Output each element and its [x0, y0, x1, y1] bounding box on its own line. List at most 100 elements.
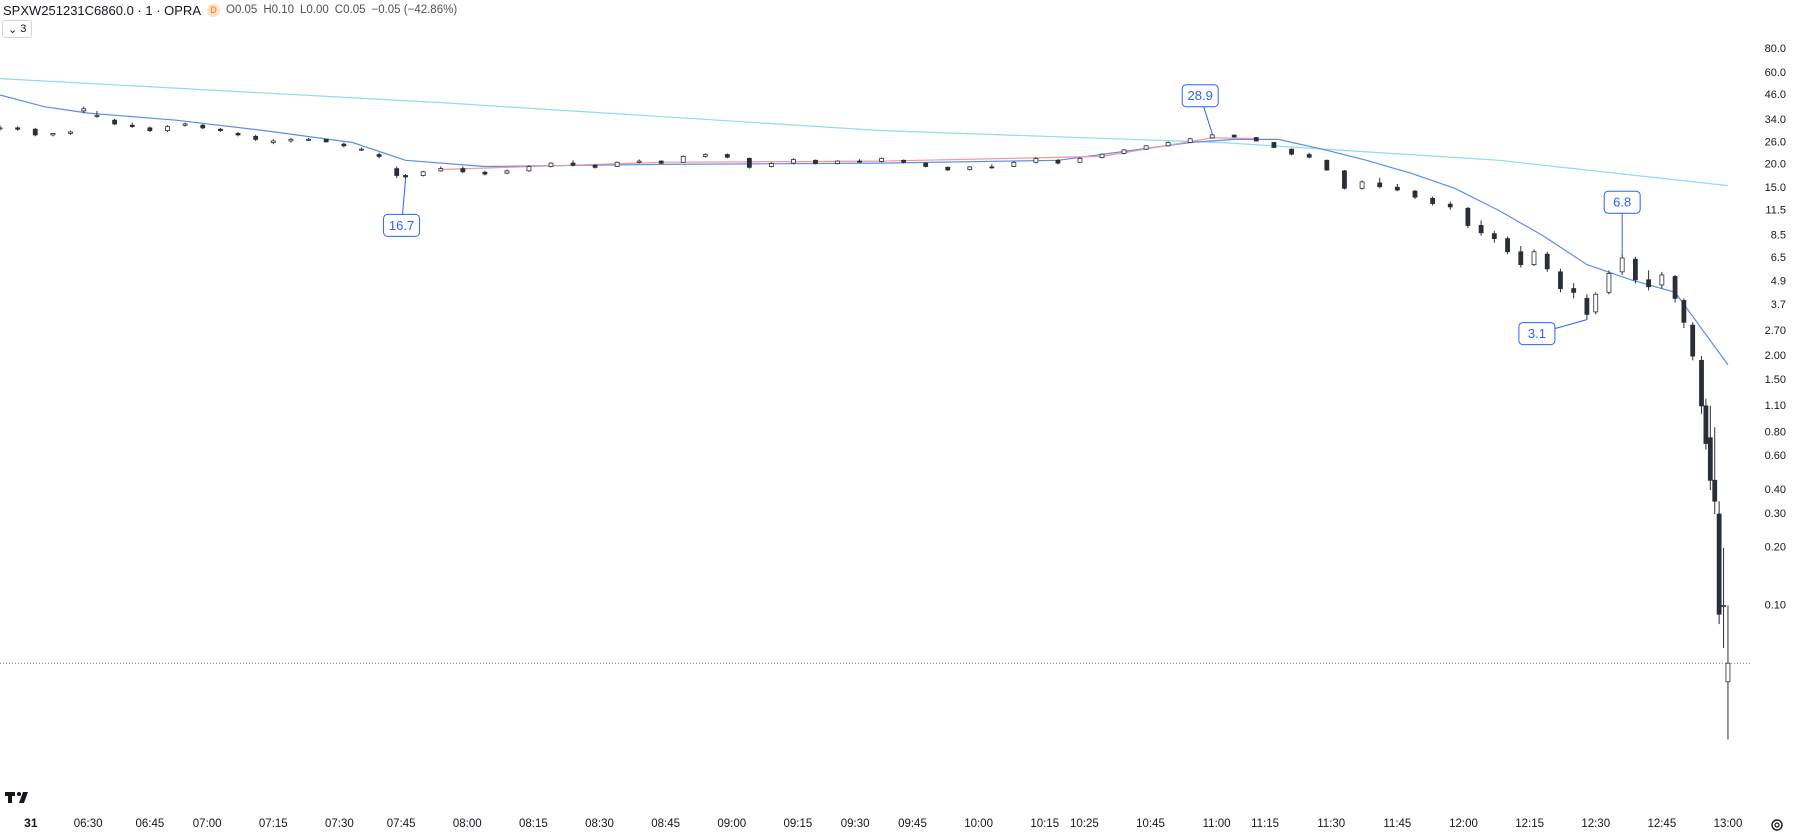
x-tick-label: 06:45: [135, 818, 164, 830]
candle-body: [1394, 186, 1400, 191]
candle-body: [746, 157, 752, 168]
candle-body: [813, 159, 818, 164]
callout-box: [383, 213, 421, 237]
x-tick-label: 09:00: [717, 818, 746, 830]
y-tick-label: 8.5: [1771, 230, 1786, 242]
x-tick-label: 08:30: [585, 818, 614, 830]
symbol: SPXW251231C6860.0 · 1 · OPRA: [3, 2, 201, 18]
x-tick-label: 09:15: [783, 818, 812, 830]
candle-body: [1544, 253, 1550, 270]
candle-body: [1447, 203, 1453, 208]
candle-body: [1725, 662, 1731, 683]
x-tick-label: 12:45: [1647, 818, 1676, 830]
candle-body: [200, 124, 206, 129]
candle-body: [989, 166, 995, 169]
x-tick-label: 10:00: [964, 818, 993, 830]
y-tick-label: 0.80: [1765, 426, 1786, 438]
candle-body: [1505, 238, 1510, 253]
candle-body: [1253, 137, 1259, 142]
candle-body: [1659, 274, 1665, 286]
candle-body: [1187, 138, 1193, 143]
candle-body: [1143, 145, 1149, 150]
candle-body: [1584, 297, 1590, 315]
callout-label: 16.7: [389, 218, 414, 233]
settings-icon[interactable]: [1771, 819, 1783, 831]
candle-body: [323, 138, 329, 143]
candle-body: [636, 160, 642, 163]
candle-body: [504, 170, 510, 174]
candle-body: [81, 108, 87, 112]
x-tick-label: 07:00: [193, 818, 222, 830]
y-tick-label: 1.50: [1765, 374, 1786, 386]
y-tick-label: 34.0: [1765, 114, 1786, 126]
candle-body: [1289, 148, 1294, 155]
candle-body: [235, 133, 241, 136]
candle-body: [1632, 258, 1638, 281]
candle-body: [482, 171, 488, 175]
tv-logo: [5, 792, 28, 803]
candle-body: [1324, 159, 1330, 171]
callout-label: 28.9: [1188, 88, 1213, 103]
candle-body: [341, 143, 347, 147]
legend-item: C0.05: [334, 4, 366, 16]
candle-body: [1478, 225, 1484, 234]
x-tick-label: 13:00: [1714, 818, 1743, 830]
x-tick-label: 09:30: [841, 818, 870, 830]
candle-body: [526, 166, 532, 172]
indicators-toggle[interactable]: ⌄ 3: [2, 20, 33, 38]
candle-body: [945, 166, 951, 171]
candle-body: [791, 159, 796, 164]
x-tick-label: 10:15: [1030, 818, 1059, 830]
candle-body: [1491, 233, 1497, 240]
candle-body: [403, 175, 408, 178]
ma-line: [0, 94, 1729, 366]
x-tick-label: 11:30: [1317, 818, 1345, 830]
candle-body: [112, 119, 118, 125]
y-tick-label: 0.30: [1765, 508, 1786, 520]
candle-body: [1165, 142, 1171, 147]
candle-body: [359, 148, 364, 151]
candle-body: [1571, 288, 1577, 293]
candle-body: [306, 138, 311, 141]
candle-body: [614, 161, 620, 167]
x-tick-label: 31: [24, 816, 38, 830]
candle-body: [1055, 159, 1061, 164]
y-tick-label: 4.9: [1771, 275, 1786, 287]
candle-body: [1721, 605, 1726, 607]
candle-body: [1359, 181, 1365, 189]
legend-item: −0.05 (−42.86%): [371, 4, 458, 16]
candle-body: [1716, 513, 1722, 615]
candle-body: [1121, 149, 1127, 154]
header: SPXW251231C6860.0 · 1 · OPRA D O0.05 H0.1…: [3, 1, 457, 19]
candle-body: [68, 131, 73, 134]
candle-body: [1712, 479, 1718, 502]
candle-body: [1430, 197, 1436, 204]
candle-body: [218, 128, 223, 132]
y-tick-label: 80.0: [1765, 43, 1786, 55]
y-tick-label: 11.5: [1765, 204, 1786, 216]
candle-body: [1011, 161, 1017, 167]
candle-body: [1465, 207, 1471, 226]
candle-body: [769, 163, 774, 167]
candle-body: [1033, 157, 1039, 163]
y-tick-label: 6.5: [1771, 252, 1786, 264]
y-tick-label: 0.20: [1765, 542, 1786, 554]
candle-body: [1699, 359, 1704, 407]
candle-body: [270, 140, 276, 143]
candle-body: [967, 166, 973, 170]
y-tick-label: 20.0: [1765, 158, 1786, 170]
y-tick-label: 1.10: [1765, 400, 1786, 412]
candle-body: [460, 168, 466, 173]
callout-box: [1518, 322, 1556, 346]
callout-label: 3.1: [1528, 326, 1546, 341]
candle-body: [1707, 437, 1713, 481]
x-tick-label: 11:15: [1251, 818, 1279, 830]
candle-body: [1672, 276, 1678, 299]
candle-body: [394, 168, 400, 176]
candle-body: [1306, 154, 1312, 158]
candle-body: [147, 127, 153, 132]
y-tick-label: 60.0: [1765, 67, 1786, 79]
candle-body: [1703, 405, 1709, 444]
